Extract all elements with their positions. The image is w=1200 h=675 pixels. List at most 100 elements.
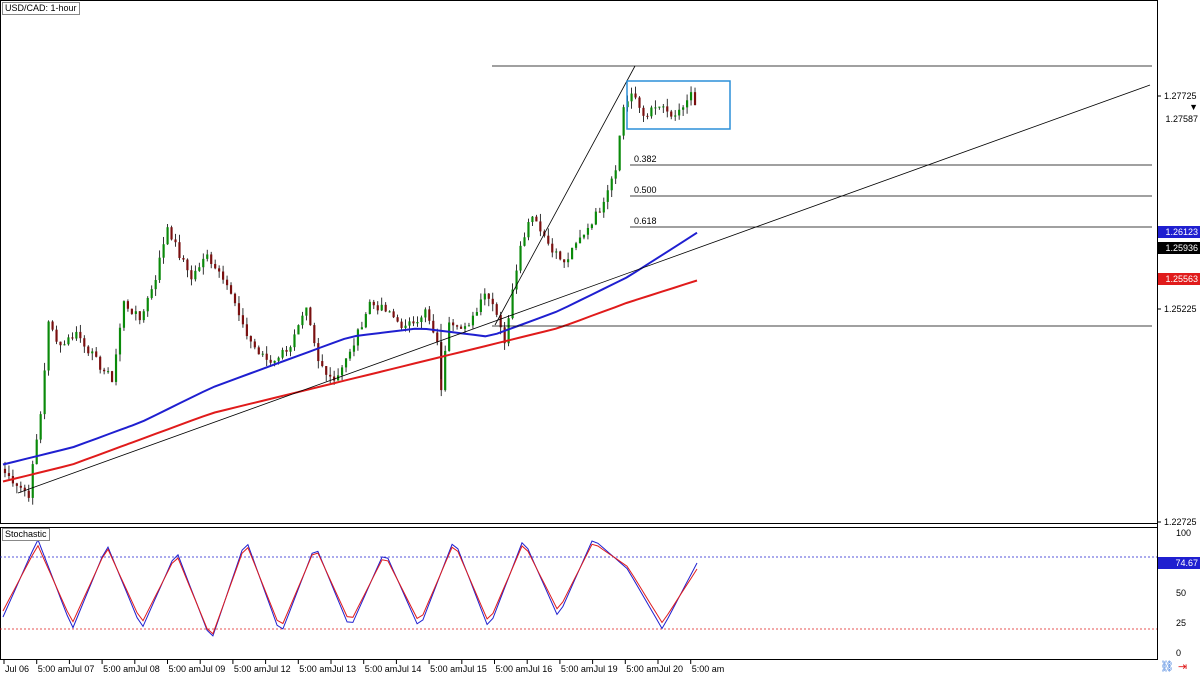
candle-body [404,325,407,328]
candle-body [63,344,66,346]
candle-body [23,487,26,491]
range-box [626,80,731,130]
candle-body [55,329,58,342]
time-tick-label: Jul 16 [528,664,552,674]
time-tick-label: 5:00 am [299,664,332,674]
candle-body [574,243,578,248]
candle-body [642,107,645,116]
candle-body [257,347,260,355]
time-tick-label: 5:00 am [38,664,71,674]
candle-body [79,331,82,339]
candle-body [71,337,74,339]
candle-body [539,221,542,232]
candle-body [547,235,550,244]
candle-body [178,242,181,258]
candle-body [87,346,90,354]
candle-body [325,366,328,375]
candle-body [253,341,256,348]
candle-body [329,374,332,377]
candle-body [130,308,133,314]
stoch-value-tag: 74.67 [1158,557,1200,569]
black-price-tag: 1.25936 [1158,242,1200,254]
candle-body [19,485,22,488]
candle-body [285,349,288,352]
candle-body [376,305,379,311]
candle-body [301,315,304,326]
blue-ma-price-tag: 1.26123 [1158,226,1200,238]
time-tick-label: 5:00 am [169,664,202,674]
candle-body [194,270,197,280]
candle-body [277,357,280,361]
candle-body [674,115,677,117]
time-tick-label: Jul 19 [594,664,618,674]
candle-body [3,468,7,474]
link-icon[interactable]: ⛓ [1160,660,1174,673]
time-tick-label: 5:00 am [561,664,594,674]
candle-body [559,251,562,260]
candle-body [333,376,336,381]
candle-body [107,371,110,373]
candle-body [555,251,558,253]
stochastic-pane[interactable] [0,527,1158,660]
candle-body [356,329,360,346]
time-tick-label: Jul 09 [201,664,225,674]
candle-body [570,247,574,260]
candle-body [392,311,395,318]
candle-body [420,317,423,322]
candle-body [150,289,153,298]
candle-body [67,337,70,345]
candle-body [51,321,54,330]
candle-body [31,464,34,498]
fib-level-label: 0.382 [634,154,657,164]
candle-body [682,107,685,110]
red-ma-line [2,279,698,483]
candle-body [412,321,415,324]
candle-body [578,237,582,244]
time-tick-label: 5:00 am [103,664,136,674]
scroll-right-icon[interactable]: ⇥ [1177,660,1188,673]
candle-body [39,414,42,440]
candle-body [352,345,356,352]
candle-body [436,332,439,343]
candle-body [138,311,141,321]
candle-body [237,303,241,316]
candle-body [463,326,467,329]
candle-body [261,353,264,355]
time-tick-label: Jul 07 [70,664,94,674]
candle-body [340,367,344,376]
candle-body [479,299,482,313]
time-tick-label: Jul 08 [136,664,160,674]
candle-body [297,325,300,335]
candle-body [162,244,165,258]
drawings-group: 0.382 0.500 0.618 [17,65,1152,494]
price-tick-label: 1.22725 [1164,517,1197,527]
candle-body [289,347,292,352]
symbol-title: USD/CAD: 1-hour [2,2,80,15]
candle-body [618,135,621,171]
price-pane[interactable] [0,0,1158,524]
candle-body [91,351,94,354]
candle-body [182,257,185,260]
candle-body [630,93,633,102]
candle-body [222,271,225,280]
candle-body [602,201,605,213]
candle-body [293,334,296,348]
time-tick-label: Jul 12 [267,664,291,674]
candle-body [110,371,114,382]
candle-body [428,309,431,321]
candle-body [59,341,62,346]
candle-body [158,257,161,281]
candle-body [186,259,189,271]
fib-level-label: 0.500 [634,185,657,195]
candle-body [384,304,387,312]
candle-body [233,293,237,304]
candle-body [344,358,348,368]
time-tick-label: 5:00 am [496,664,529,674]
candle-body [348,351,352,359]
candle-body [467,325,471,327]
candle-body [507,318,510,344]
candle-body [103,369,106,372]
candle-body [245,324,248,337]
candle-body [249,336,252,342]
